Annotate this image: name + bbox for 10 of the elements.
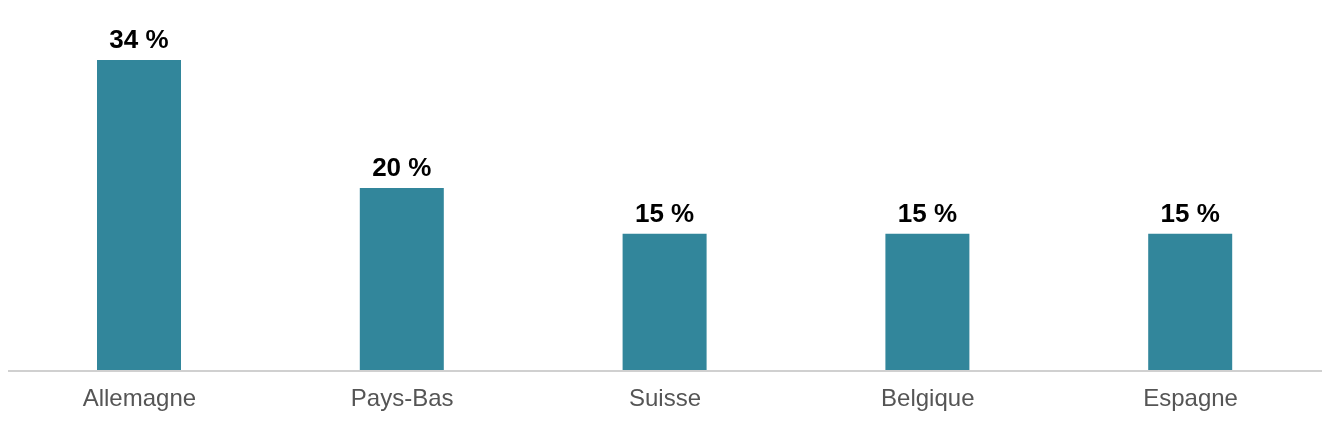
data-label: 34 %	[109, 24, 169, 54]
data-label: 15 %	[1160, 197, 1220, 228]
data-label: 15 %	[897, 197, 958, 228]
x-tick-label: Belgique	[881, 384, 975, 412]
x-tick-label: Allemagne	[82, 384, 197, 412]
x-tick-label: Suisse	[628, 384, 702, 412]
data-label: 20 %	[372, 152, 432, 183]
x-tick-label: Pays-Bas	[350, 384, 454, 412]
x-tick-label: Espagne	[1143, 384, 1238, 412]
data-label: 15 %	[634, 197, 695, 228]
